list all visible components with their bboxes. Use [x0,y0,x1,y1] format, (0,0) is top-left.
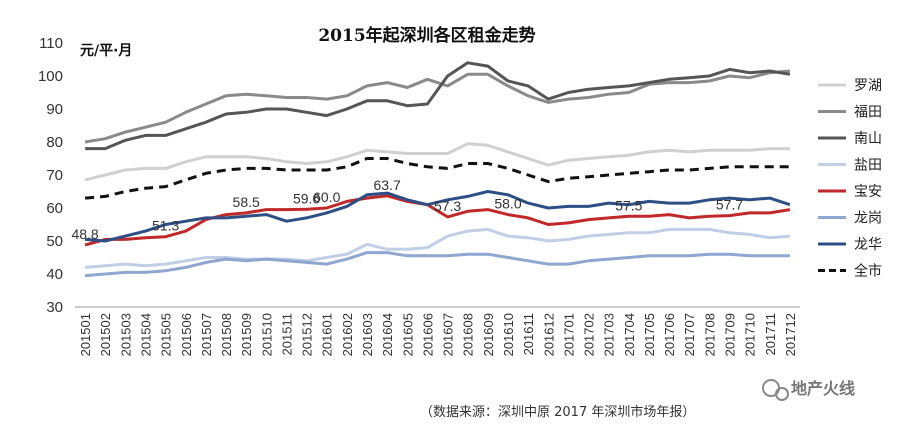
data-label: 60.0 [313,189,340,205]
x-tick-label: 201612 [541,313,556,356]
x-tick-label: 201705 [642,313,657,356]
legend-label: 罗湖 [854,78,882,94]
x-tick-label: 201609 [481,313,496,356]
x-tick-label: 201505 [159,313,174,356]
x-tick-label: 201602 [340,313,355,356]
x-tick-label: 201506 [179,313,194,356]
data-label: 58.0 [494,196,521,212]
legend-label: 福田 [854,105,882,121]
x-tick-label: 201608 [461,313,476,356]
series-lines [84,61,791,278]
x-tick-label: 201611 [521,313,536,355]
x-tick-label: 201712 [783,313,798,356]
y-tick-label: 40 [46,266,63,283]
series-line-3 [84,227,791,269]
x-tick-label: 201607 [441,313,456,356]
data-label: 57.7 [716,197,743,213]
x-tick-label: 201509 [239,313,254,356]
y-axis-unit: 元/平·月 [80,43,132,59]
x-tick-label: 201710 [743,313,758,356]
x-axis-ticks: 201501 201502 201503 201504 201505 201506 2015… [78,313,798,356]
x-tick-label: 201704 [622,313,637,356]
y-tick-label: 60 [46,200,63,217]
x-tick-label: 201511 [279,313,294,355]
watermark-text: 地产火线 [791,379,855,398]
y-axis-ticks: 30 40 50 60 70 80 90 100 110 [38,35,63,316]
data-label: 58.5 [233,194,260,210]
watermark: 地产火线 [762,379,855,401]
legend-label: 南山 [854,131,882,147]
series-line-6 [84,190,791,243]
x-tick-label: 201610 [501,313,516,356]
x-tick-label: 201702 [582,313,597,356]
y-tick-label: 100 [38,68,63,85]
x-tick-label: 201606 [420,313,435,356]
x-tick-label: 201601 [320,313,335,356]
y-tick-label: 110 [39,35,63,52]
x-tick-label: 201706 [662,313,677,356]
y-tick-label: 70 [46,167,63,184]
x-tick-label: 201504 [138,313,153,356]
x-tick-label: 201605 [400,313,415,356]
data-label: 57.3 [434,198,461,214]
x-tick-label: 201507 [199,313,214,356]
data-label: 48.8 [71,226,98,242]
x-tick-label: 201708 [702,313,717,356]
data-label: 57.5 [615,197,642,213]
series-line-0 [84,142,790,182]
legend-label: 盐田 [854,158,882,174]
series-line-2 [85,61,791,151]
source-note: （数据来源：深圳中原 2017 年深圳市场年报） [420,404,695,420]
legend-label: 宝安 [854,184,882,200]
data-label: 51.3 [152,218,179,234]
y-tick-label: 30 [46,299,63,316]
x-tick-label: 201701 [561,313,576,356]
x-tick-label: 201604 [380,313,395,356]
y-tick-label: 90 [46,101,63,118]
x-tick-label: 201503 [118,313,133,356]
x-tick-label: 201512 [300,313,315,356]
x-tick-label: 201703 [602,313,617,356]
legend-label: 龙华 [854,237,882,253]
x-tick-label: 201711 [763,313,778,355]
x-tick-label: 201508 [219,313,234,356]
x-tick-label: 201501 [78,313,93,356]
x-tick-label: 201709 [723,313,738,356]
legend-label: 龙岗 [854,211,882,227]
y-tick-label: 80 [46,134,63,151]
series-line-1 [84,69,791,144]
chart-title: 2015年起深圳各区租金走势 [318,25,535,46]
data-labels: 48.8 51.3 58.5 59.660.0 63.7 57.3 58.0 57.5 57.7 [71,177,743,242]
y-tick-label: 50 [46,233,63,250]
legend-label: 全市 [854,263,882,280]
series-line-7 [84,157,790,200]
x-tick-label: 201502 [98,313,113,356]
x-tick-label: 201603 [360,313,375,356]
x-tick-label: 201510 [259,313,274,356]
series-line-5 [84,251,790,278]
x-tick-label: 201707 [682,313,697,356]
series-line-4 [84,194,791,247]
data-label: 59.6 [293,190,320,206]
data-label: 63.7 [374,177,401,193]
